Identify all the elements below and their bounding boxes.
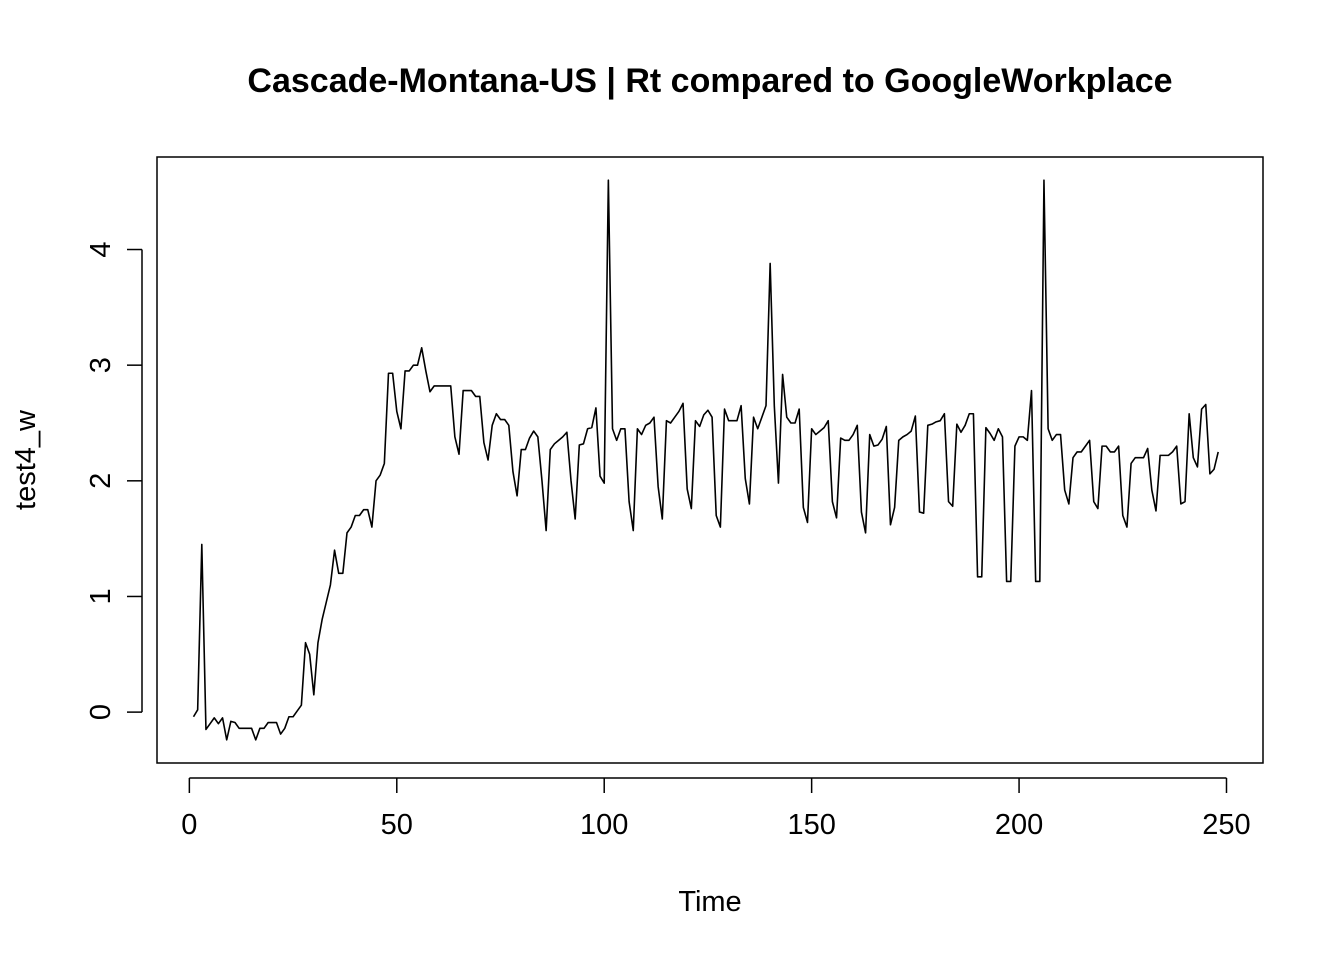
y-tick-label: 1 bbox=[85, 588, 117, 604]
y-tick-label: 2 bbox=[85, 473, 117, 489]
y-tick-label: 4 bbox=[85, 241, 117, 257]
x-tick-label: 200 bbox=[995, 809, 1043, 841]
series-line-1 bbox=[192, 179, 1219, 741]
x-tick-label: 50 bbox=[381, 809, 413, 841]
x-tick-label: 250 bbox=[1202, 809, 1250, 841]
plot-frame bbox=[156, 156, 1264, 764]
x-axis-label: Time bbox=[678, 886, 741, 918]
y-tick-label: 3 bbox=[85, 357, 117, 373]
x-tick-label: 150 bbox=[787, 809, 835, 841]
y-tick-label: 0 bbox=[85, 704, 117, 720]
x-tick-label: 100 bbox=[580, 809, 628, 841]
plot-area: 0 50 100 150 200 250 0 1 2 3 4 bbox=[85, 156, 1264, 841]
x-tick-label: 0 bbox=[181, 809, 197, 841]
chart-title: Cascade-Montana-US | Rt compared to Goog… bbox=[247, 62, 1172, 100]
y-axis-label: test4_w bbox=[10, 409, 42, 510]
